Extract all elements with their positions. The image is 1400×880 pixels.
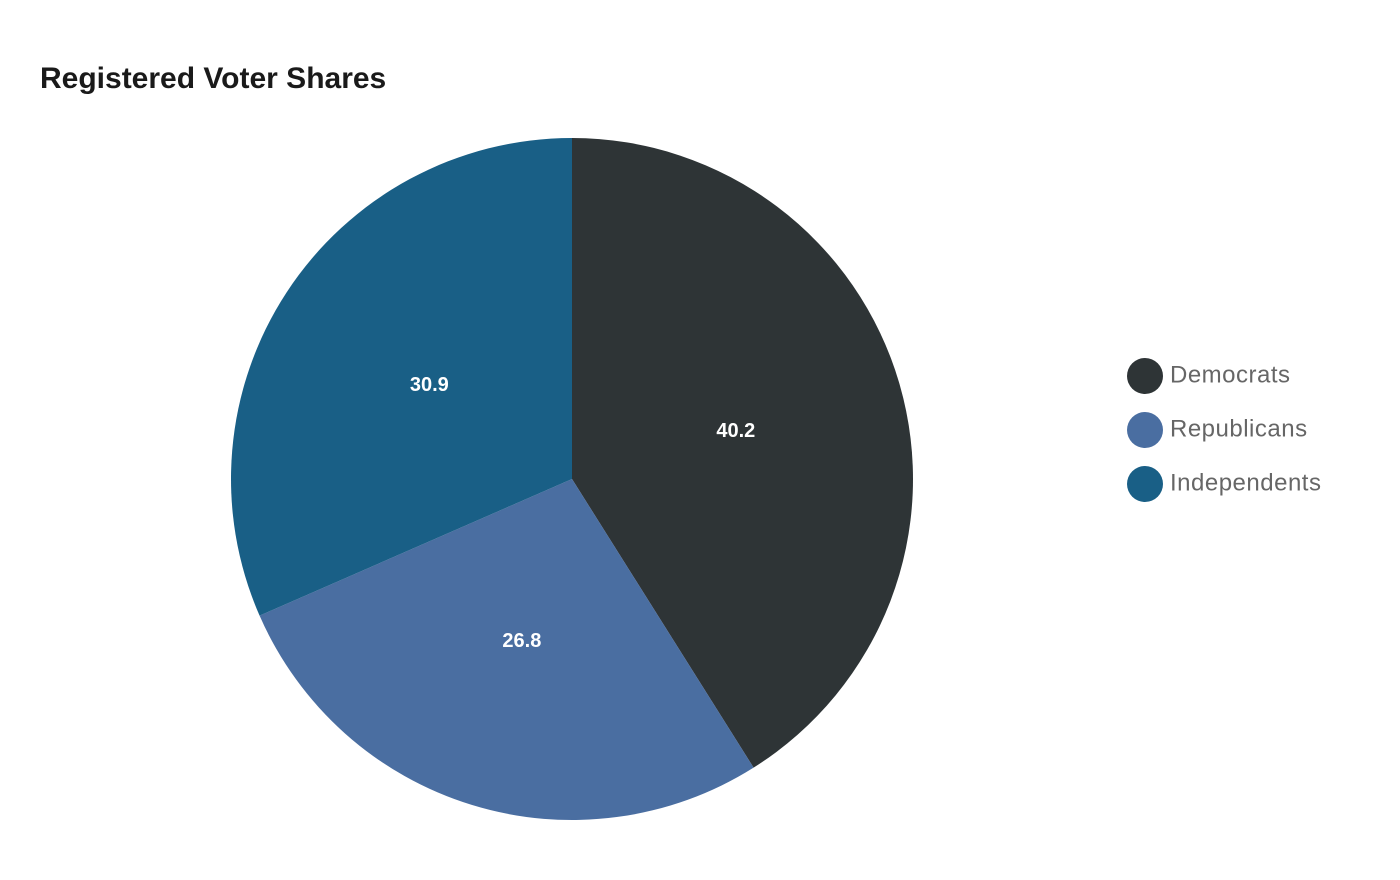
data-label: 40.2 [716,420,755,442]
legend-marker [1127,358,1163,394]
chart-title: Registered Voter Shares [40,62,386,95]
legend-marker [1127,412,1163,448]
legend-label: Republicans [1170,415,1308,442]
data-label: 26.8 [502,630,541,652]
pie-slice [230,138,572,616]
legend-label: Democrats [1170,361,1291,388]
legend-label: Independents [1170,469,1321,496]
legend-marker [1127,466,1163,502]
data-label: 30.9 [410,374,449,396]
pie-slice [259,479,754,821]
pie-slice [572,138,914,768]
